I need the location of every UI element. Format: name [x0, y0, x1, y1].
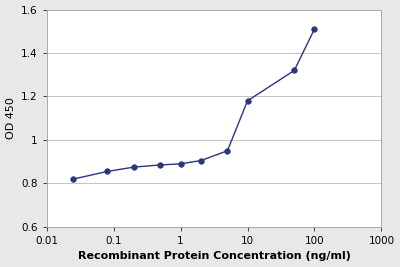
- X-axis label: Recombinant Protein Concentration (ng/ml): Recombinant Protein Concentration (ng/ml…: [78, 252, 350, 261]
- Y-axis label: OD 450: OD 450: [6, 97, 16, 139]
